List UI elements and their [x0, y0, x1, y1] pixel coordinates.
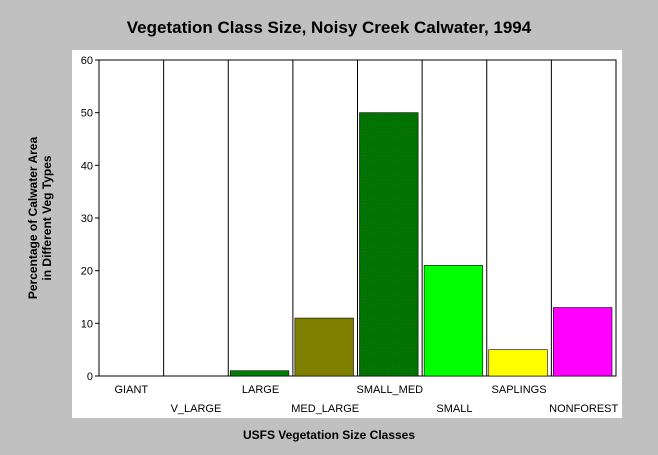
x-category-label: GIANT	[115, 384, 149, 396]
bar-large	[229, 370, 290, 377]
bar-small-med	[359, 112, 419, 377]
y-tick-label: 60	[81, 55, 93, 67]
x-category-label: SAPLINGS	[492, 384, 547, 396]
y-tick-label: 40	[81, 160, 93, 172]
y-tick-label: 50	[81, 108, 93, 120]
x-category-label: NONFOREST	[549, 403, 618, 415]
x-category-label: V_LARGE	[171, 403, 222, 415]
bar-small	[423, 265, 484, 377]
x-category-label: MED_LARGE	[291, 403, 359, 415]
x-axis-title: USFS Vegetation Size Classes	[243, 428, 415, 442]
y-tick-label: 30	[81, 213, 93, 225]
bar-nonforest	[553, 307, 613, 377]
chart-title: Vegetation Class Size, Noisy Creek Calwa…	[127, 18, 532, 37]
y-axis-title-line-1: Percentage of Calwater Area	[26, 137, 40, 300]
y-tick-label: 20	[81, 266, 93, 278]
x-category-label: SMALL_MED	[356, 384, 423, 396]
bar-saplings	[488, 349, 548, 377]
x-category-label: LARGE	[242, 384, 279, 396]
x-category-label: SMALL	[436, 403, 472, 415]
y-tick-label: 10	[81, 318, 93, 330]
y-tick-label: 0	[87, 371, 93, 383]
bar-med-large	[294, 317, 354, 377]
y-axis-title-line-2: in Different Veg Types	[40, 155, 54, 280]
